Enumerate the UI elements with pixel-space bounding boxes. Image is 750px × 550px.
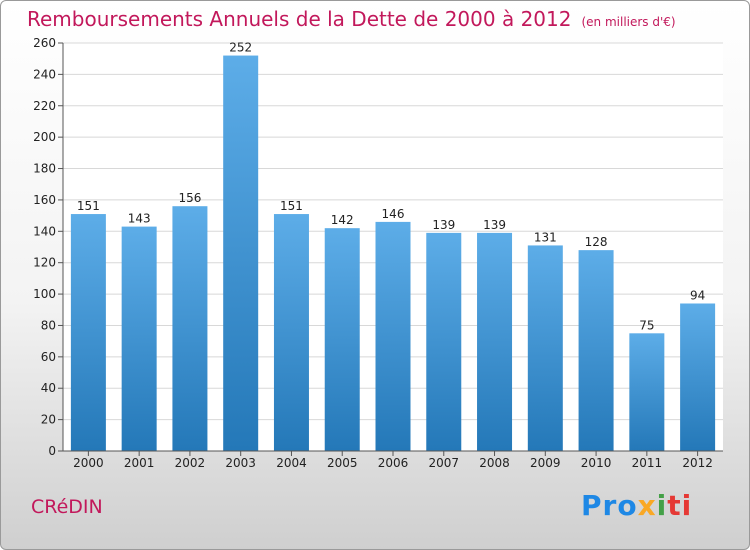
data-label: 156 xyxy=(178,191,201,205)
data-label: 146 xyxy=(382,207,405,221)
brand-part-4: ti xyxy=(667,489,693,522)
brand-part-1: Pro xyxy=(581,489,638,522)
bar xyxy=(375,221,411,451)
bar xyxy=(70,214,106,451)
y-tick-label: 80 xyxy=(41,318,56,332)
x-tick-label: 2006 xyxy=(378,456,409,470)
y-tick-label: 20 xyxy=(41,413,56,427)
bar xyxy=(527,245,563,451)
y-tick-label: 120 xyxy=(33,256,56,270)
y-tick-label: 260 xyxy=(33,36,56,50)
y-tick-label: 160 xyxy=(33,193,56,207)
data-label: 151 xyxy=(280,199,303,213)
bar xyxy=(578,250,614,451)
x-tick-label: 2012 xyxy=(682,456,713,470)
bar xyxy=(273,214,309,451)
axes: 0 20 40 60 80 100 120 140 160 180 200 220 240 260 2000… xyxy=(33,36,723,470)
y-tick-label: 0 xyxy=(48,444,56,458)
x-tick-label: 2000 xyxy=(73,456,104,470)
x-tick-label: 2010 xyxy=(581,456,612,470)
y-tick-label: 240 xyxy=(33,67,56,81)
data-label: 151 xyxy=(77,199,100,213)
data-label: 252 xyxy=(229,41,252,55)
y-tick-label: 200 xyxy=(33,130,56,144)
y-tick-label: 220 xyxy=(33,99,56,113)
x-tick-label: 2002 xyxy=(175,456,206,470)
commune-name: CRéDIN xyxy=(31,496,103,518)
bars: 151 143 156 252 151 142 146 139 139 131 128 75 94 xyxy=(70,41,716,452)
bar xyxy=(172,206,208,451)
bar xyxy=(223,55,259,452)
data-label: 75 xyxy=(639,318,654,332)
y-tick-label: 60 xyxy=(41,350,56,364)
brand-part-3: i xyxy=(656,489,668,522)
x-tick-label: 2001 xyxy=(124,456,155,470)
x-tick-label: 2007 xyxy=(428,456,459,470)
data-label: 142 xyxy=(331,213,354,227)
bar xyxy=(324,228,360,451)
chart-title-text: Remboursements Annuels de la Dette de 20… xyxy=(27,7,572,31)
bar xyxy=(680,303,716,451)
data-label: 131 xyxy=(534,230,557,244)
bar xyxy=(477,232,513,451)
x-tick-label: 2004 xyxy=(276,456,307,470)
x-tick-label: 2011 xyxy=(632,456,663,470)
data-label: 128 xyxy=(585,235,608,249)
y-tick-label: 180 xyxy=(33,162,56,176)
data-label: 143 xyxy=(128,212,151,226)
x-tick-label: 2003 xyxy=(225,456,256,470)
bar xyxy=(426,232,462,451)
bar xyxy=(629,333,665,451)
y-tick-label: 140 xyxy=(33,224,56,238)
data-label: 94 xyxy=(690,288,705,302)
chart-unit: (en milliers d'€) xyxy=(581,15,676,29)
x-tick-label: 2009 xyxy=(530,456,561,470)
data-label: 139 xyxy=(483,218,506,232)
y-tick-label: 40 xyxy=(41,381,56,395)
y-tick-label: 100 xyxy=(33,287,56,301)
data-label: 139 xyxy=(432,218,455,232)
brand-part-2: x xyxy=(637,489,657,522)
brand-logo: Proxiti xyxy=(581,489,692,522)
x-tick-label: 2005 xyxy=(327,456,358,470)
x-tick-label: 2008 xyxy=(479,456,510,470)
bar xyxy=(121,226,157,451)
chart-title: Remboursements Annuels de la Dette de 20… xyxy=(27,7,676,31)
